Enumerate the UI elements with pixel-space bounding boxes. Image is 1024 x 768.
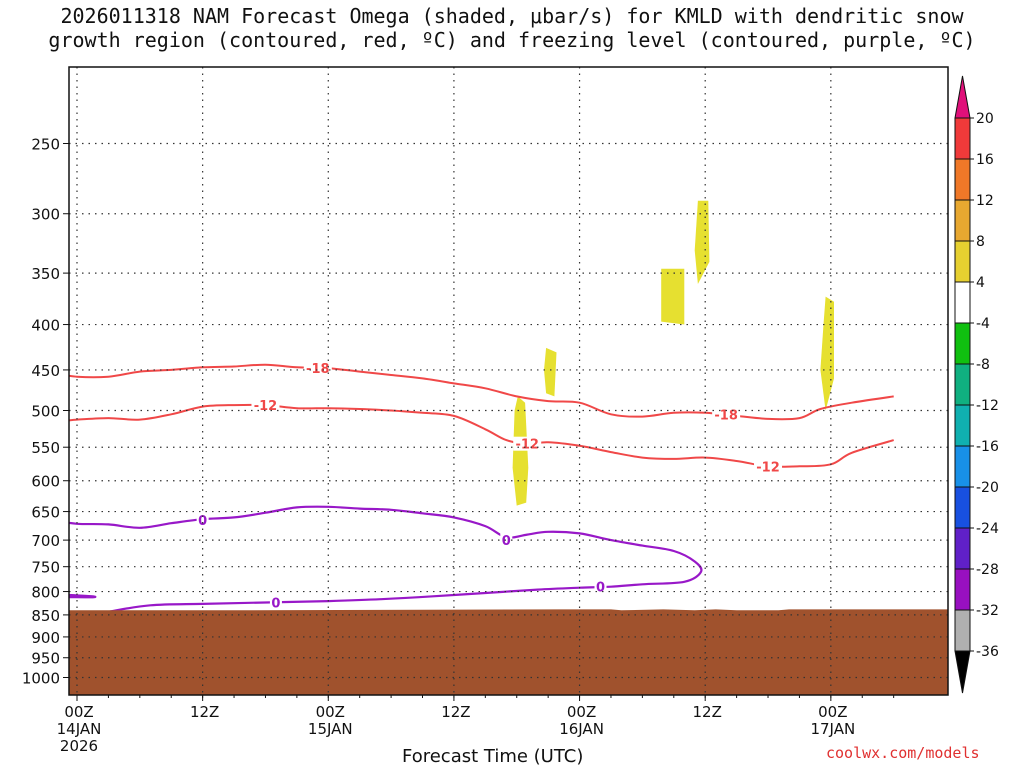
- contour-label-bg: [500, 533, 513, 548]
- colorbar-label: -36: [976, 644, 999, 660]
- omega-patch-1: [512, 396, 529, 506]
- colorbar-swatch: [954, 527, 971, 570]
- y-tick-label: 600: [31, 473, 60, 491]
- colorbar-label: 20: [976, 111, 994, 127]
- colorbar: 20 16 12 8 4 -4 -8 -12 -16 -20 -24 -28 -32 -36: [954, 75, 999, 694]
- colorbar-label: 12: [976, 193, 994, 209]
- colorbar-swatch: [954, 322, 971, 365]
- y-tick-label: 700: [31, 532, 60, 550]
- contour-label: -18: [714, 408, 738, 423]
- x-tick-label: 15JAN: [308, 720, 353, 738]
- credit-text: coolwx.com/models: [826, 744, 980, 762]
- y-tick-label: 950: [31, 650, 60, 668]
- contour-label: 0: [271, 596, 280, 611]
- y-tick-label: 450: [31, 362, 60, 380]
- contour-label-bg: [196, 512, 209, 527]
- contour-label: -12: [254, 399, 278, 414]
- omega-patch-5: [820, 296, 834, 411]
- colorbar-label: -32: [976, 603, 999, 619]
- y-tick-label: 400: [31, 317, 60, 335]
- colorbar-label: 16: [976, 152, 994, 168]
- x-tick-label: 12Z: [190, 703, 219, 721]
- y-tick-label: 350: [31, 265, 60, 283]
- y-tick-label: 250: [31, 136, 60, 154]
- contour-label: 0: [502, 534, 511, 549]
- colorbar-label: -24: [976, 521, 999, 537]
- colorbar-bottom-arrow: [954, 650, 971, 694]
- contour-label: -12: [515, 438, 539, 453]
- chart-title-line1: 2026011318 NAM Forecast Omega (shaded, μ…: [60, 4, 964, 28]
- colorbar-label: -16: [976, 439, 999, 455]
- x-tick-label: 00Z: [567, 703, 596, 721]
- colorbar-label: -8: [976, 357, 990, 373]
- contour-label-bg: [251, 398, 280, 413]
- y-tick-label: 850: [31, 607, 60, 625]
- x-tick-label: 00Z: [64, 703, 93, 721]
- x-tick-label: 12Z: [693, 703, 722, 721]
- plot-frame: [68, 66, 949, 696]
- contour-label-bg: [594, 579, 607, 594]
- x-tick-label: 2026: [60, 737, 98, 755]
- colorbar-swatch: [954, 240, 971, 283]
- colorbar-label: 8: [976, 234, 985, 250]
- contour-label-bg: [269, 595, 282, 610]
- y-tick-label: 750: [31, 559, 60, 577]
- colorbar-swatch: [954, 281, 971, 324]
- y-tick-label: 650: [31, 504, 60, 522]
- colorbar-swatch: [954, 404, 971, 447]
- omega-patch-3: [661, 268, 685, 325]
- dgz-contour-0: [69, 363, 894, 421]
- x-tick-label: 00Z: [316, 703, 345, 721]
- colorbar-swatch: [954, 158, 971, 201]
- contour-label: 0: [198, 514, 207, 529]
- dgz-contour-1: [69, 403, 894, 468]
- colorbar-label: -4: [976, 316, 990, 332]
- colorbar-swatch: [954, 568, 971, 611]
- contour-label-bg: [513, 436, 542, 451]
- y-tick-label: 500: [31, 403, 60, 421]
- omega-patch-0: [14, 239, 32, 375]
- y-tick-label: 800: [31, 584, 60, 602]
- colorbar-swatch: [954, 609, 971, 652]
- colorbar-top-arrow: [954, 75, 971, 119]
- y-tick-label: 300: [31, 206, 60, 224]
- y-tick-label: 1000: [22, 670, 60, 688]
- y-tick-label: 900: [31, 629, 60, 647]
- contour-label: -18: [306, 362, 330, 377]
- x-axis-label: Forecast Time (UTC): [402, 746, 584, 767]
- omega-patch-2: [544, 347, 557, 397]
- terrain-fill: [69, 609, 948, 695]
- chart-title-line2: growth region (contoured, red, ºC) and f…: [48, 28, 976, 52]
- colorbar-label: -28: [976, 562, 999, 578]
- colorbar-swatch: [954, 117, 971, 160]
- plot-area: -18 -18-18-12-12-120000250300350400450500…: [14, 66, 949, 755]
- colorbar-swatch: [954, 199, 971, 242]
- x-tick-label: 00Z: [818, 703, 847, 721]
- colorbar-label: 4: [976, 275, 985, 291]
- colorbar-label: -12: [976, 398, 999, 414]
- colorbar-label: -20: [976, 480, 999, 496]
- x-tick-label: 12Z: [441, 703, 470, 721]
- freezing-level-contour-2: [69, 505, 703, 613]
- contour-label-bg: [754, 459, 783, 474]
- y-tick-label: 550: [31, 439, 60, 457]
- contour-label: -12: [756, 460, 780, 475]
- x-tick-label: 16JAN: [559, 720, 604, 738]
- colorbar-swatch: [954, 486, 971, 529]
- freezing-level-contour-3: [69, 593, 97, 599]
- colorbar-swatch: [954, 445, 971, 488]
- x-tick-label: 17JAN: [810, 720, 855, 738]
- x-tick-label: 14JAN: [57, 720, 102, 738]
- contour-label-bg: [303, 361, 332, 376]
- contour-label: 0: [596, 581, 605, 596]
- colorbar-swatch: [954, 363, 971, 406]
